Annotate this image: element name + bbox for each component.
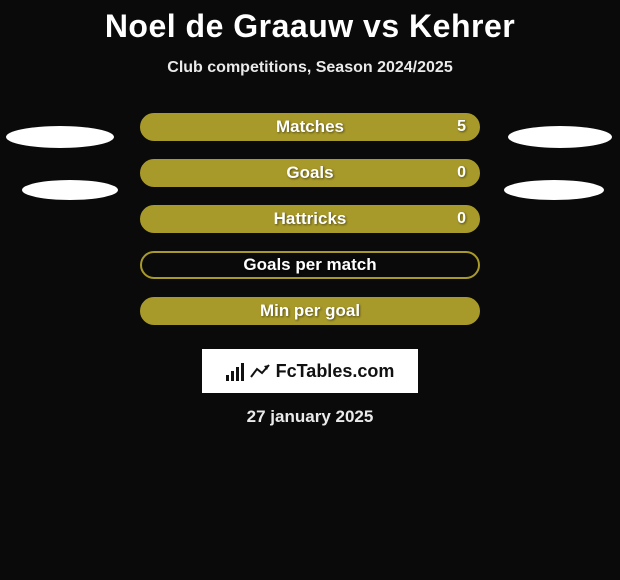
stat-label: Goals per match [243, 255, 376, 275]
stat-value: 0 [457, 164, 466, 182]
logo-chart-icon [226, 361, 244, 381]
stat-bar-wrap: Goals per match [140, 251, 480, 279]
stat-bar-wrap: Goals 0 [140, 159, 480, 187]
stat-bar-hattricks: Hattricks 0 [140, 205, 480, 233]
stat-row: Goals per match [0, 251, 620, 279]
stat-label: Hattricks [274, 209, 347, 229]
stat-label: Min per goal [260, 301, 360, 321]
date-label: 27 january 2025 [0, 407, 620, 427]
logo-arrow-icon [250, 363, 270, 379]
stat-bar-matches: Matches 5 [140, 113, 480, 141]
stat-bar-goals: Goals 0 [140, 159, 480, 187]
stat-label: Matches [276, 117, 344, 137]
stat-value: 0 [457, 210, 466, 228]
logo-text: FcTables.com [276, 361, 395, 382]
page-title: Noel de Graauw vs Kehrer [0, 8, 620, 45]
stat-label: Goals [286, 163, 333, 183]
stat-value: 5 [457, 118, 466, 136]
stat-bar-goals-per-match: Goals per match [140, 251, 480, 279]
comparison-card: Noel de Graauw vs Kehrer Club competitio… [0, 0, 620, 427]
stat-row: Hattricks 0 [0, 205, 620, 233]
source-logo: FcTables.com [202, 349, 418, 393]
stat-bar-min-per-goal: Min per goal [140, 297, 480, 325]
stat-row: Min per goal [0, 297, 620, 325]
stat-bar-wrap: Hattricks 0 [140, 205, 480, 233]
stat-bar-wrap: Min per goal [140, 297, 480, 325]
stat-row: Matches 5 [0, 113, 620, 141]
stat-bar-wrap: Matches 5 [140, 113, 480, 141]
stat-row: Goals 0 [0, 159, 620, 187]
subtitle: Club competitions, Season 2024/2025 [0, 59, 620, 77]
